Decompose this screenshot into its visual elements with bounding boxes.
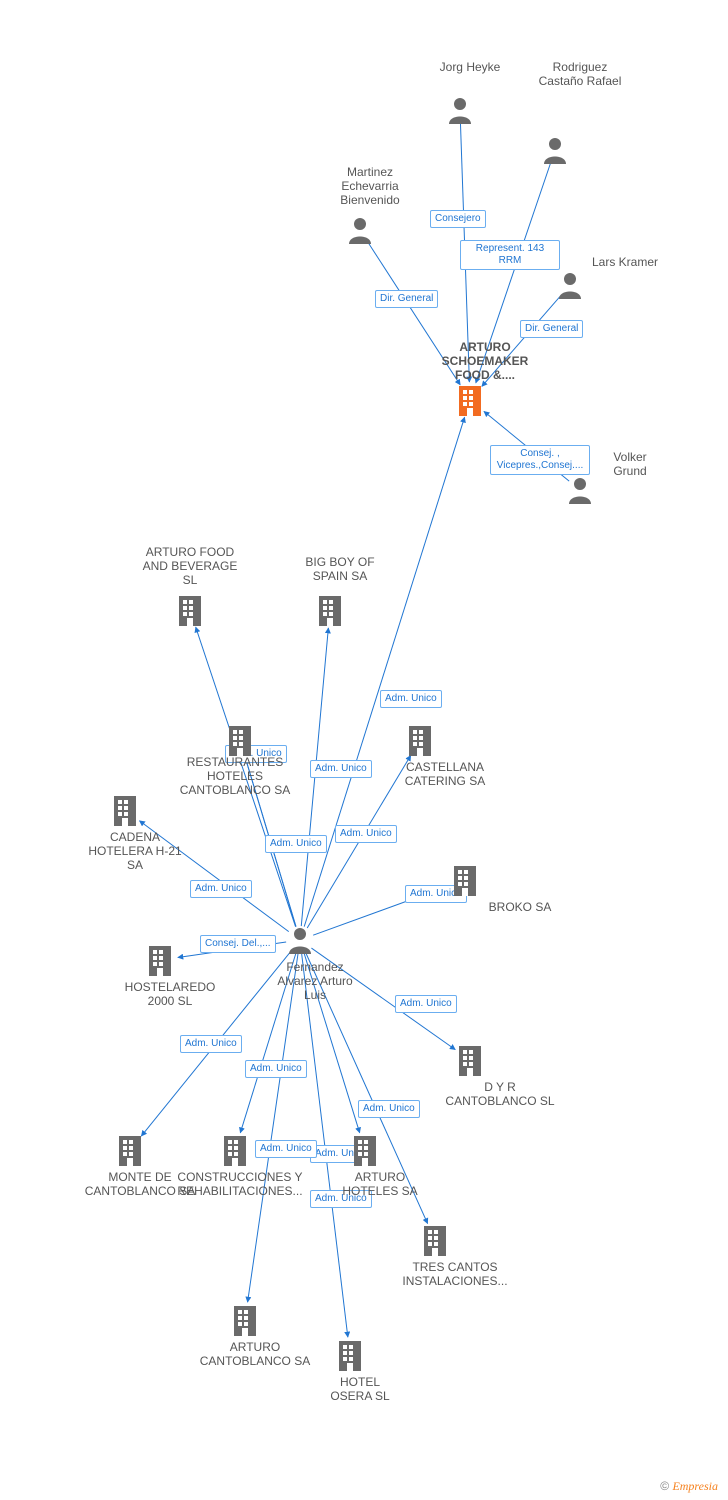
person-node[interactable] (347, 216, 373, 244)
edge (368, 242, 461, 385)
edge-label: Adm. Unico (395, 995, 457, 1013)
person-node[interactable] (542, 136, 568, 164)
edge-label: Consejero (430, 210, 486, 228)
company-node[interactable] (145, 944, 175, 976)
company-node[interactable] (220, 1134, 250, 1166)
company-node[interactable] (405, 724, 435, 756)
edge-label: Dir. General (375, 290, 438, 308)
edge-label: Adm. Unico (255, 1140, 317, 1158)
edge-label: Consej. Del.,... (200, 935, 276, 953)
edge-label: Adm. Unico (358, 1100, 420, 1118)
edge-label: Adm. Unico (310, 1190, 372, 1208)
edge-label: Dir. General (520, 320, 583, 338)
edge-label: Adm. Unico (380, 690, 442, 708)
company-node[interactable] (335, 1339, 365, 1371)
edge (482, 296, 561, 387)
company-node[interactable] (315, 594, 345, 626)
company-node[interactable] (110, 794, 140, 826)
company-node[interactable] (455, 384, 485, 416)
company-node[interactable] (420, 1224, 450, 1256)
company-node[interactable] (115, 1134, 145, 1166)
footer: © Empresia (660, 1479, 718, 1494)
copyright-symbol: © (660, 1479, 669, 1493)
company-node[interactable] (225, 724, 255, 756)
edge (248, 954, 298, 1302)
edge-label: Adm. Unico (335, 825, 397, 843)
network-diagram: © Empresia Consejero Represent. 143 RRM Di… (0, 0, 728, 1500)
person-node[interactable] (287, 926, 313, 954)
company-node[interactable] (455, 1044, 485, 1076)
edge-label: Adm. Unico (180, 1035, 242, 1053)
edge-label: Adm. Unico (190, 880, 252, 898)
edge-label: Consej. , Vicepres.,Consej.... (490, 445, 590, 475)
edge-label: Adm. Unico (310, 760, 372, 778)
edge (240, 953, 296, 1132)
edge-label: Adm. Unico (265, 835, 327, 853)
company-node[interactable] (350, 1134, 380, 1166)
edge (304, 417, 464, 926)
edge-label: Adm. Unico (245, 1060, 307, 1078)
edge (306, 953, 428, 1224)
person-node[interactable] (557, 271, 583, 299)
company-node[interactable] (175, 594, 205, 626)
brand-name: Empresia (672, 1479, 718, 1493)
company-node[interactable] (230, 1304, 260, 1336)
edge-label: Represent. 143 RRM (460, 240, 560, 270)
company-node[interactable] (450, 864, 480, 896)
person-node[interactable] (447, 96, 473, 124)
person-node[interactable] (567, 476, 593, 504)
